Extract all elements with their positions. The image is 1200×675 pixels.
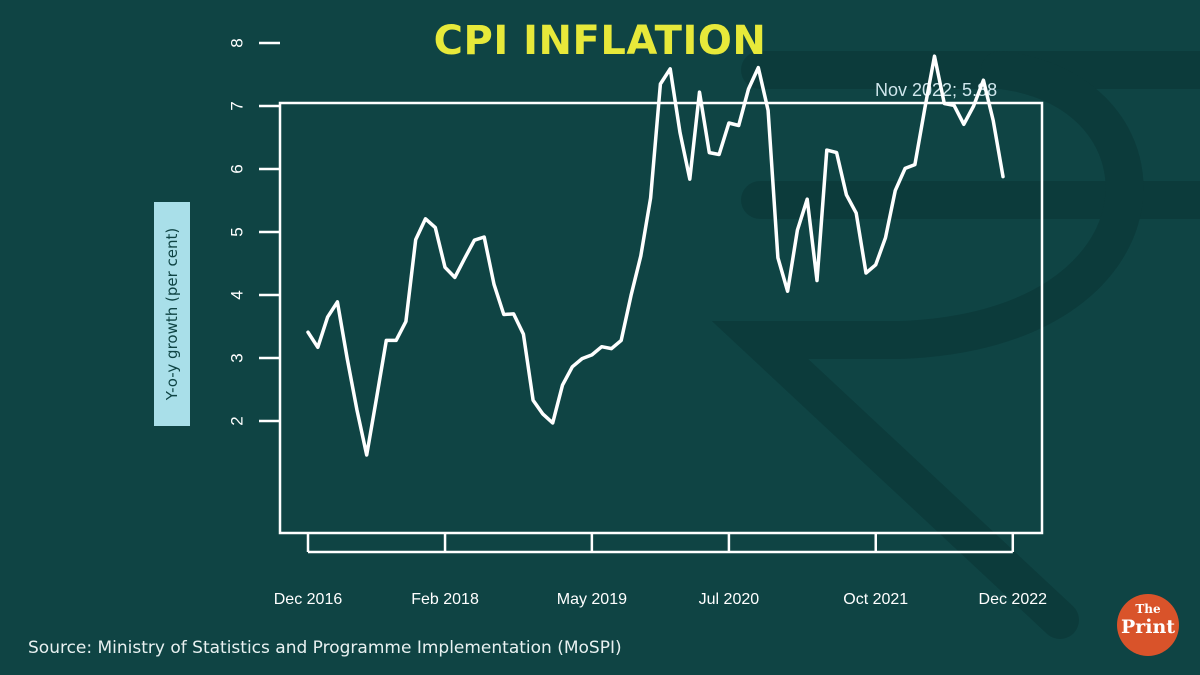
x-tick-label: Feb 2018: [411, 591, 479, 608]
y-axis: 2 3 4 5 6 7 8: [227, 38, 280, 426]
chart-title: CPI INFLATION: [433, 18, 767, 64]
x-axis: Dec 2016 Feb 2018 May 2019 Jul 2020 Oct 2021…: [274, 534, 1047, 608]
y-tick-label: 5: [227, 227, 246, 236]
y-tick-label: 4: [227, 290, 246, 299]
y-axis-label-box: [154, 202, 190, 426]
logo-line1: The: [1135, 602, 1161, 616]
source-note: Source: Ministry of Statistics and Progr…: [28, 638, 622, 658]
y-tick-label: 3: [227, 353, 246, 362]
y-tick-label: 2: [227, 416, 246, 425]
series-group: [306, 54, 1005, 457]
x-tick-label: Dec 2022: [979, 591, 1048, 608]
x-tick-label: Dec 2016: [274, 591, 343, 608]
x-tick-label: Oct 2021: [843, 591, 908, 608]
theprint-logo: The Print: [1117, 594, 1179, 656]
plot-frame: [278, 101, 1044, 535]
series-line-cpi: [306, 54, 1005, 457]
x-tick-label: May 2019: [557, 591, 627, 608]
logo-line2: Print: [1120, 616, 1176, 638]
y-tick-label: 6: [227, 164, 246, 173]
y-tick-label: 8: [227, 38, 246, 47]
latest-value-annotation: Nov 2022; 5.88: [875, 80, 998, 100]
y-tick-label: 7: [227, 101, 246, 110]
x-tick-label: Jul 2020: [699, 591, 760, 608]
